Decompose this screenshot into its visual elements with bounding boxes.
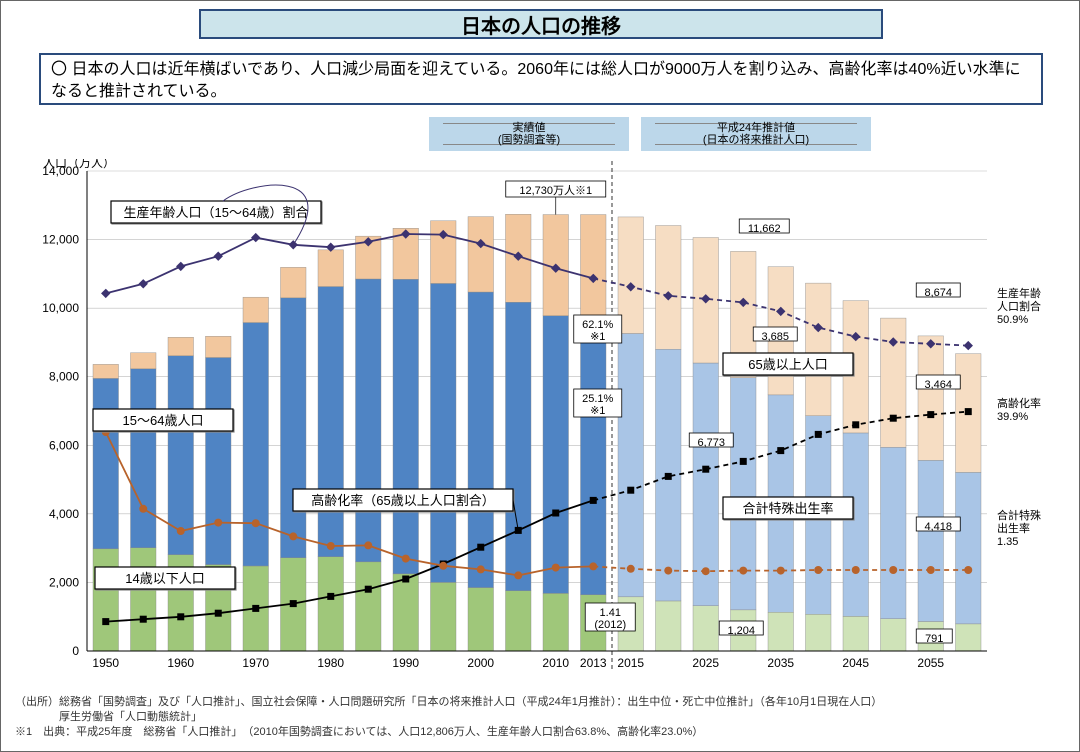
- svg-text:12,000: 12,000: [42, 233, 79, 247]
- val-4418: 4,418: [916, 517, 960, 533]
- val-8674: 8,674: [916, 283, 960, 299]
- svg-text:(2012): (2012): [594, 619, 626, 631]
- footnote-note: ※1 出典：平成25年度 総務省「人口推計」 （2010年国勢調査においては、人…: [15, 725, 1065, 740]
- svg-text:3,464: 3,464: [924, 379, 952, 391]
- svg-text:2025: 2025: [692, 656, 719, 670]
- label-age-o65: 65歳以上人口: [723, 353, 853, 375]
- label-age-u14: 14歳以下人口: [95, 567, 235, 589]
- svg-text:65歳以上人口: 65歳以上人口: [748, 357, 827, 372]
- svg-text:人口割合: 人口割合: [997, 299, 1041, 313]
- val-6773: 6,773: [689, 433, 733, 449]
- svg-text:2045: 2045: [842, 656, 869, 670]
- rlabel-working: 生産年齢人口割合50.9%: [997, 286, 1041, 326]
- svg-text:0: 0: [72, 644, 79, 658]
- callout-tfr-2012: 1.41(2012): [585, 603, 635, 631]
- label-age-15-64: 15～64歳人口: [93, 409, 233, 431]
- svg-text:1990: 1990: [392, 656, 419, 670]
- svg-text:3,685: 3,685: [761, 331, 789, 343]
- svg-text:62.1%: 62.1%: [582, 319, 613, 331]
- label-tfr: 合計特殊出生率: [723, 497, 853, 519]
- label-elderly-rate: 高齢化率（65歳以上人口割合）: [293, 489, 513, 511]
- svg-text:出生率: 出生率: [997, 521, 1030, 535]
- svg-text:1.35: 1.35: [997, 536, 1018, 548]
- svg-text:生産年齢人口（15～64歳）割合: 生産年齢人口（15～64歳）割合: [124, 205, 309, 220]
- svg-text:2010: 2010: [542, 656, 569, 670]
- svg-text:1980: 1980: [317, 656, 344, 670]
- page-title: 日本の人口の推移: [199, 9, 883, 39]
- svg-text:2,000: 2,000: [49, 575, 79, 589]
- svg-text:25.1%: 25.1%: [582, 393, 613, 405]
- val-791: 791: [916, 629, 952, 645]
- callout-elderly-2010: 25.1%※1: [574, 389, 622, 417]
- svg-text:11,662: 11,662: [748, 223, 781, 235]
- svg-text:1970: 1970: [242, 656, 269, 670]
- svg-text:4,000: 4,000: [49, 507, 79, 521]
- footnote-source: （出所）総務省「国勢調査」及び「人口推計」、国立社会保障・人口問題研究所「日本の…: [15, 695, 1065, 725]
- arrow-projection: 平成24年推計値 (日本の将来推計人口): [641, 117, 871, 151]
- svg-text:合計特殊: 合計特殊: [997, 508, 1041, 522]
- footnotes: （出所）総務省「国勢調査」及び「人口推計」、国立社会保障・人口問題研究所「日本の…: [15, 695, 1065, 740]
- svg-text:2035: 2035: [767, 656, 794, 670]
- arrow-projection-label: 平成24年推計値 (日本の将来推計人口): [703, 122, 809, 146]
- callout-total-2010: 12,730万人※1: [506, 181, 606, 197]
- svg-text:高齢化率: 高齢化率: [997, 396, 1041, 410]
- svg-text:50.9%: 50.9%: [997, 314, 1028, 326]
- callout-working-2010: 62.1%※1: [574, 315, 622, 343]
- svg-text:39.9%: 39.9%: [997, 411, 1028, 423]
- svg-text:2015: 2015: [617, 656, 644, 670]
- svg-text:791: 791: [925, 633, 943, 645]
- svg-text:2013: 2013: [580, 656, 607, 670]
- svg-text:※1: ※1: [590, 405, 605, 417]
- svg-text:8,000: 8,000: [49, 370, 79, 384]
- svg-text:生産年齢: 生産年齢: [997, 286, 1041, 300]
- svg-text:4,418: 4,418: [924, 521, 952, 533]
- svg-text:1,204: 1,204: [727, 625, 755, 637]
- label-working-share: 生産年齢人口（15～64歳）割合: [111, 201, 321, 223]
- svg-text:6,000: 6,000: [49, 438, 79, 452]
- svg-text:1960: 1960: [167, 656, 194, 670]
- svg-text:14歳以下人口: 14歳以下人口: [125, 571, 204, 586]
- subtitle: 日本の人口は近年横ばいであり、人口減少局面を迎えている。2060年には総人口が9…: [39, 53, 1043, 105]
- val-1204: 1,204: [719, 621, 763, 637]
- svg-text:15～64歳人口: 15～64歳人口: [123, 413, 204, 428]
- svg-text:2000: 2000: [467, 656, 494, 670]
- val-3464: 3,464: [916, 375, 960, 391]
- svg-text:12,730万人※1: 12,730万人※1: [519, 184, 592, 197]
- svg-text:高齢化率（65歳以上人口割合）: 高齢化率（65歳以上人口割合）: [311, 493, 494, 508]
- rlabel-tfr: 合計特殊出生率1.35: [997, 508, 1041, 548]
- svg-text:1950: 1950: [92, 656, 119, 670]
- val-3685: 3,685: [753, 327, 797, 343]
- svg-text:10,000: 10,000: [42, 301, 79, 315]
- svg-text:2055: 2055: [917, 656, 944, 670]
- svg-text:8,674: 8,674: [924, 287, 952, 299]
- svg-text:※1: ※1: [590, 331, 605, 343]
- rlabel-elderly: 高齢化率39.9%: [997, 396, 1041, 423]
- arrow-actual-label: 実績値 (国勢調査等): [498, 122, 560, 146]
- population-chart: 02,0004,0006,0008,00010,00012,00014,000人…: [23, 159, 1059, 687]
- svg-text:6,773: 6,773: [697, 437, 725, 449]
- arrow-actual: 実績値 (国勢調査等): [429, 117, 629, 151]
- svg-text:合計特殊出生率: 合計特殊出生率: [742, 501, 833, 516]
- svg-text:1.41: 1.41: [600, 607, 621, 619]
- val-11662: 11,662: [739, 219, 789, 235]
- svg-text:人口（万人）: 人口（万人）: [43, 159, 115, 170]
